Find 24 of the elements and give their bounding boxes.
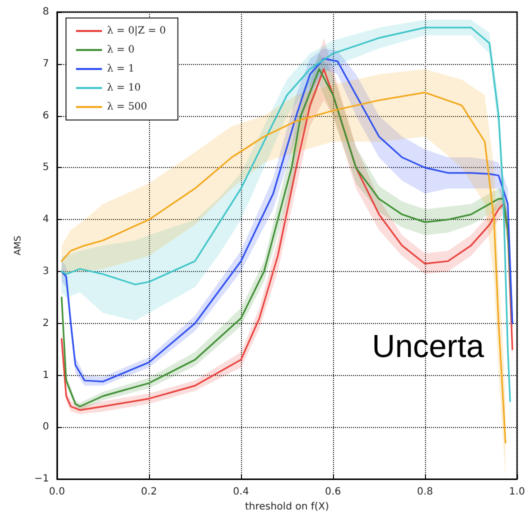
x-tick-label: 0.6 <box>325 486 341 498</box>
y-tick-label: 0 <box>42 422 49 433</box>
x-tick-label: 0.8 <box>417 486 433 498</box>
y-tick-label: −1 <box>34 474 49 485</box>
y-tick-label: 8 <box>42 6 49 18</box>
y-tick-label: 3 <box>42 266 49 277</box>
y-tick-label: 4 <box>42 214 49 226</box>
x-tick-label: 0.4 <box>233 486 249 498</box>
annotation: Uncerta <box>372 328 484 364</box>
x-tick-label: 0.2 <box>141 486 157 498</box>
legend-label: λ = 500 <box>107 102 148 112</box>
legend-label: λ = 10 <box>107 82 141 94</box>
legend-label: λ = 1 <box>107 64 134 74</box>
y-tick-label: 1 <box>42 370 49 381</box>
y-tick-label: 7 <box>42 58 49 70</box>
y-tick-label: 6 <box>42 110 49 122</box>
legend-label: λ = 0 <box>107 44 134 56</box>
x-axis-title: threshold on f(X) <box>244 502 330 512</box>
x-tick-label: 0.0 <box>49 486 65 498</box>
y-tick-label: 5 <box>42 162 49 174</box>
y-axis-title: AMS <box>14 235 24 256</box>
legend-label: λ = 0|Z = 0 <box>107 26 166 36</box>
x-tick-label: 1.0 <box>509 486 525 498</box>
y-tick-label: 2 <box>42 318 49 329</box>
